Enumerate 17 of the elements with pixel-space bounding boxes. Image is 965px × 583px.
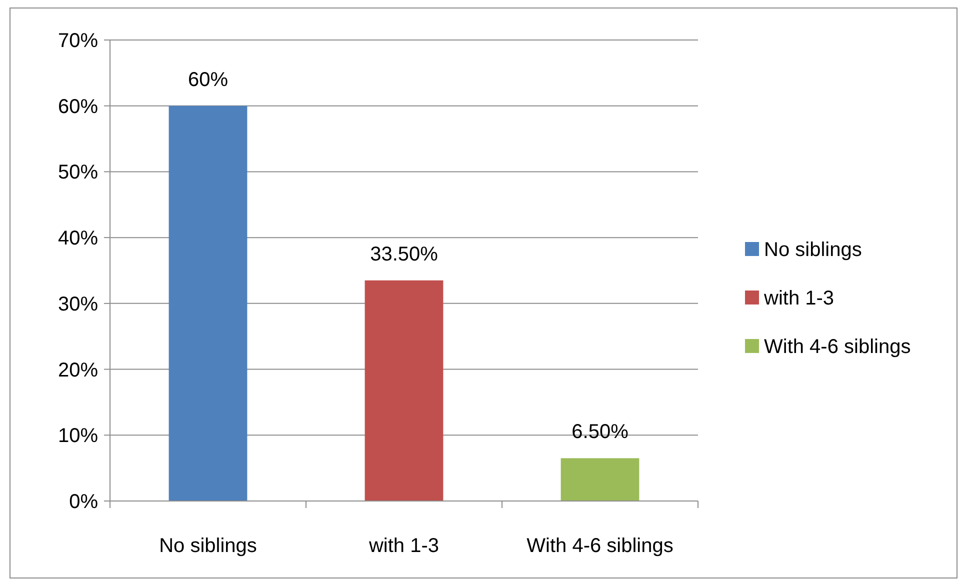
data-label: 6.50% (572, 421, 629, 444)
y-tick-label: 10% (58, 425, 98, 448)
legend-label: with 1-3 (763, 288, 834, 310)
x-tick-label: No siblings (159, 535, 257, 557)
y-tick-label: 40% (58, 228, 98, 250)
data-label: 33.50% (370, 243, 438, 266)
y-tick-label: 30% (58, 293, 98, 316)
y-tick-label: 60% (58, 96, 98, 118)
legend-label: No siblings (764, 239, 862, 261)
legend-label: With 4-6 siblings (764, 336, 911, 358)
x-tick-label: With 4-6 siblings (526, 535, 674, 557)
data-label: 60% (188, 68, 228, 91)
y-tick-label: 50% (58, 162, 98, 184)
x-tick-label: with 1-3 (368, 535, 440, 557)
y-tick-label: 70% (58, 30, 98, 52)
y-tick-label: 20% (58, 359, 98, 382)
y-tick-label: 0% (69, 491, 98, 513)
